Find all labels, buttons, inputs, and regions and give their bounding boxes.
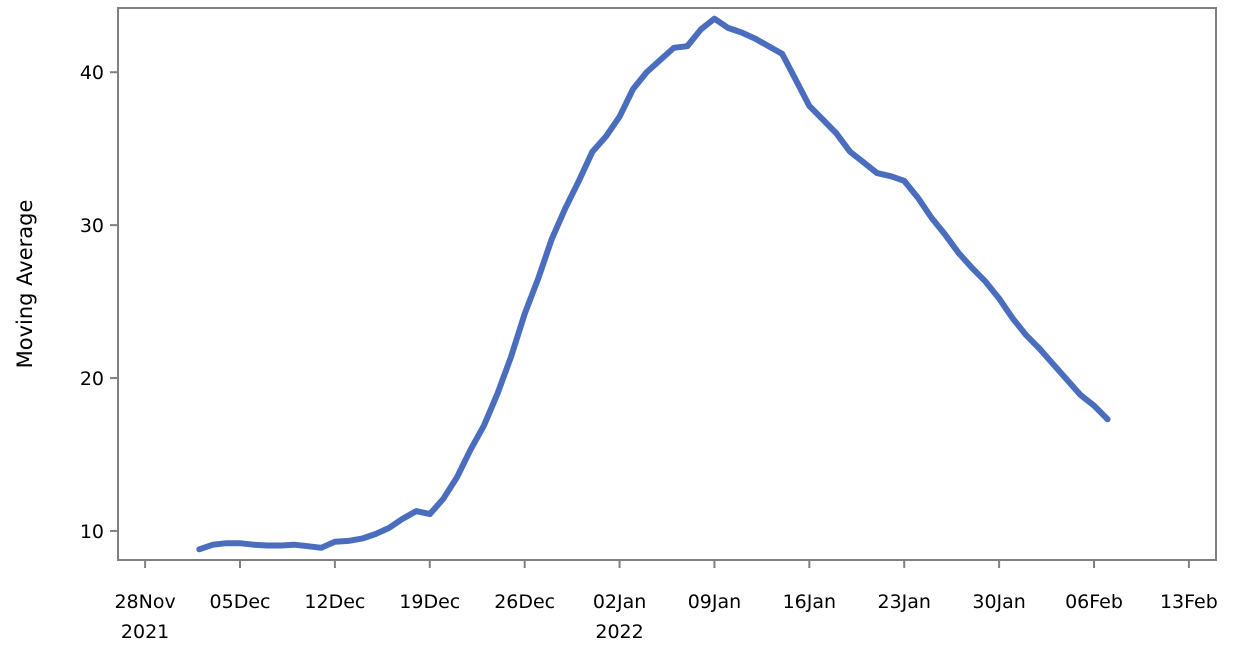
x-tick-label: 02Jan: [593, 591, 646, 613]
x-tick-label: 06Feb: [1065, 591, 1123, 613]
x-tick-label: 09Jan: [688, 591, 741, 613]
x-tick-label: 28Nov: [114, 591, 175, 613]
y-axis: 10 20 30 40: [80, 62, 118, 543]
x-tick-year-label: 2021: [121, 621, 169, 643]
y-tick-label: 20: [80, 368, 104, 390]
x-tick-label: 19Dec: [399, 591, 460, 613]
x-tick-label: 26Dec: [494, 591, 555, 613]
y-tick-label: 10: [80, 521, 104, 543]
x-axis: 28Nov 2021 05Dec 12Dec 19Dec 26Dec 02Jan 2022 09…: [114, 560, 1218, 643]
y-tick-label: 30: [80, 215, 104, 237]
x-tick-label: 05Dec: [210, 591, 271, 613]
x-tick-label: 13Feb: [1160, 591, 1218, 613]
x-tick-label: 12Dec: [304, 591, 365, 613]
plot-frame: [117, 7, 1217, 561]
y-axis-title: Moving Average: [13, 200, 37, 369]
y-tick-label: 40: [80, 62, 104, 84]
x-tick-label: 16Jan: [783, 591, 836, 613]
moving-average-line: [196, 15, 1111, 553]
x-tick-year-label: 2022: [595, 621, 643, 643]
x-tick-label: 30Jan: [972, 591, 1025, 613]
x-tick-label: 23Jan: [877, 591, 930, 613]
